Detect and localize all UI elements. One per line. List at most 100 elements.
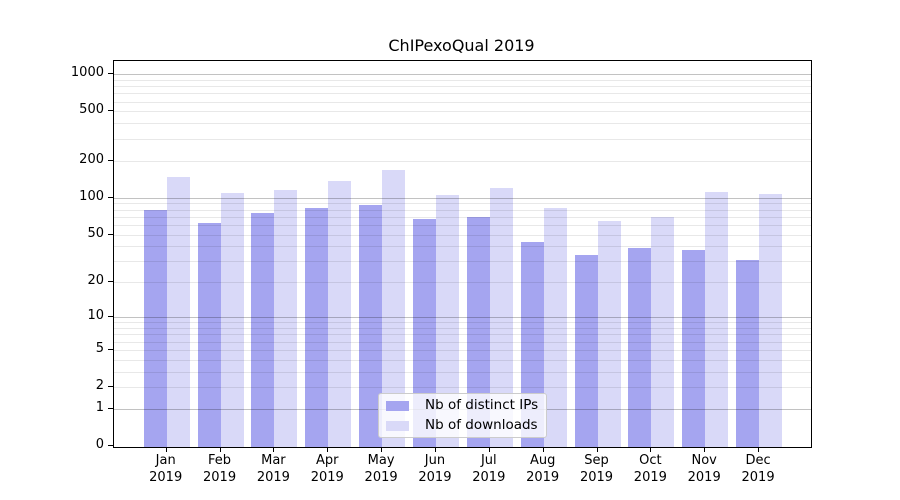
- x-axis-tick-feb: [219, 447, 221, 452]
- y-axis-tick-label: 20: [87, 273, 104, 289]
- gridline-7: [114, 334, 811, 336]
- x-axis-tick-jan: [165, 447, 167, 452]
- bar-downloads-jun: [435, 195, 459, 447]
- y-axis-tick-label: 5: [95, 340, 104, 356]
- y-axis-tick-label: 500: [79, 102, 104, 118]
- x-axis-tick-jul: [488, 447, 490, 452]
- gridline-30: [114, 261, 811, 263]
- y-axis-tick-200: [108, 159, 113, 161]
- y-axis-tick-1: [108, 408, 113, 410]
- x-axis-label-feb: Feb 2019: [203, 453, 237, 485]
- gridline-10: [114, 317, 811, 319]
- x-axis-tick-nov: [704, 447, 706, 452]
- x-axis-tick-mar: [273, 447, 275, 452]
- gridline-200: [114, 160, 811, 162]
- gridline-300: [114, 138, 811, 140]
- gridline-700: [114, 93, 811, 95]
- bar-distinct-ips-oct: [628, 247, 652, 447]
- y-axis-tick-label: 0: [95, 436, 104, 452]
- x-axis-tick-dec: [758, 447, 760, 452]
- bar-downloads-nov: [705, 191, 729, 447]
- bar-downloads-aug: [543, 207, 567, 447]
- y-axis-tick-label: 2: [95, 378, 104, 394]
- x-axis-label-oct: Oct 2019: [633, 453, 667, 485]
- legend-entry-downloads: Nb of downloads: [386, 418, 539, 433]
- x-axis-tick-aug: [542, 447, 544, 452]
- gridline-6: [114, 341, 811, 343]
- gridline-900: [114, 79, 811, 81]
- y-axis-tick-100: [108, 196, 113, 198]
- y-axis-tick-label: 10: [87, 308, 104, 324]
- x-axis-tick-jun: [434, 447, 436, 452]
- bar-distinct-ips-sep: [574, 254, 598, 447]
- plot-area: [113, 60, 812, 448]
- legend-label-downloads: Nb of downloads: [425, 417, 538, 433]
- gridline-90: [114, 203, 811, 205]
- y-axis-tick-0: [108, 444, 113, 446]
- bar-downloads-dec: [759, 193, 783, 447]
- x-axis-label-apr: Apr 2019: [310, 453, 344, 485]
- gridline-60: [114, 224, 811, 226]
- bar-distinct-ips-jun: [412, 218, 436, 447]
- gridline-20: [114, 282, 811, 284]
- legend: Nb of distinct IPs Nb of downloads: [378, 393, 547, 438]
- x-axis-label-nov: Nov 2019: [687, 453, 721, 485]
- gridline-40: [114, 246, 811, 248]
- x-axis-label-dec: Dec 2019: [741, 453, 775, 485]
- x-axis-tick-apr: [327, 447, 329, 452]
- bar-distinct-ips-may: [359, 205, 383, 447]
- bar-downloads-may: [382, 170, 406, 447]
- bar-downloads-jan: [166, 177, 190, 447]
- gridline-80: [114, 209, 811, 211]
- x-axis-tick-sep: [596, 447, 598, 452]
- y-axis-tick-label: 1000: [70, 65, 104, 80]
- x-axis-label-jun: Jun 2019: [418, 453, 452, 485]
- x-axis-tick-oct: [650, 447, 652, 452]
- y-axis-tick-500: [108, 110, 113, 112]
- gridline-600: [114, 101, 811, 103]
- y-axis-tick-10: [108, 316, 113, 318]
- bar-downloads-mar: [274, 189, 298, 447]
- bar-downloads-sep: [597, 220, 621, 447]
- bar-distinct-ips-apr: [305, 207, 329, 447]
- chart-title: ChIPexoQual 2019: [388, 36, 535, 55]
- gridline-5: [114, 349, 811, 351]
- gridline-8: [114, 328, 811, 330]
- y-axis-tick-label: 50: [87, 225, 104, 241]
- x-axis-label-may: May 2019: [364, 453, 398, 485]
- legend-swatch-distinct-ips: [386, 400, 409, 411]
- gridline-2: [114, 387, 811, 389]
- gridline-70: [114, 216, 811, 218]
- x-axis-label-mar: Mar 2019: [256, 453, 290, 485]
- y-axis-tick-label: 1: [95, 400, 104, 416]
- y-axis-tick-1000: [108, 73, 113, 74]
- bar-distinct-ips-jul: [466, 216, 490, 447]
- y-axis-tick-label: 200: [79, 151, 104, 167]
- gridline-50: [114, 234, 811, 236]
- gridline-1000: [114, 74, 811, 75]
- bar-downloads-feb: [220, 193, 244, 447]
- gridline-500: [114, 111, 811, 113]
- gridline-4: [114, 359, 811, 361]
- y-axis-tick-50: [108, 233, 113, 235]
- x-axis-tick-may: [381, 447, 383, 452]
- gridline-400: [114, 123, 811, 125]
- gridline-100: [114, 197, 811, 199]
- legend-entry-distinct-ips: Nb of distinct IPs: [386, 398, 539, 413]
- x-axis-label-aug: Aug 2019: [526, 453, 560, 485]
- gridline-3: [114, 371, 811, 373]
- bar-distinct-ips-dec: [736, 259, 760, 447]
- bar-distinct-ips-mar: [251, 212, 275, 447]
- gridline-800: [114, 86, 811, 88]
- bar-downloads-oct: [651, 217, 675, 447]
- x-axis-label-jan: Jan 2019: [149, 453, 183, 485]
- x-axis-label-jul: Jul 2019: [472, 453, 506, 485]
- x-axis-label-sep: Sep 2019: [579, 453, 614, 485]
- y-axis-tick-20: [108, 281, 113, 283]
- bar-downloads-apr: [328, 180, 352, 447]
- gridline-9: [114, 322, 811, 324]
- legend-label-distinct-ips: Nb of distinct IPs: [425, 397, 539, 413]
- bar-distinct-ips-nov: [682, 250, 706, 447]
- y-axis-tick-label: 100: [79, 188, 104, 204]
